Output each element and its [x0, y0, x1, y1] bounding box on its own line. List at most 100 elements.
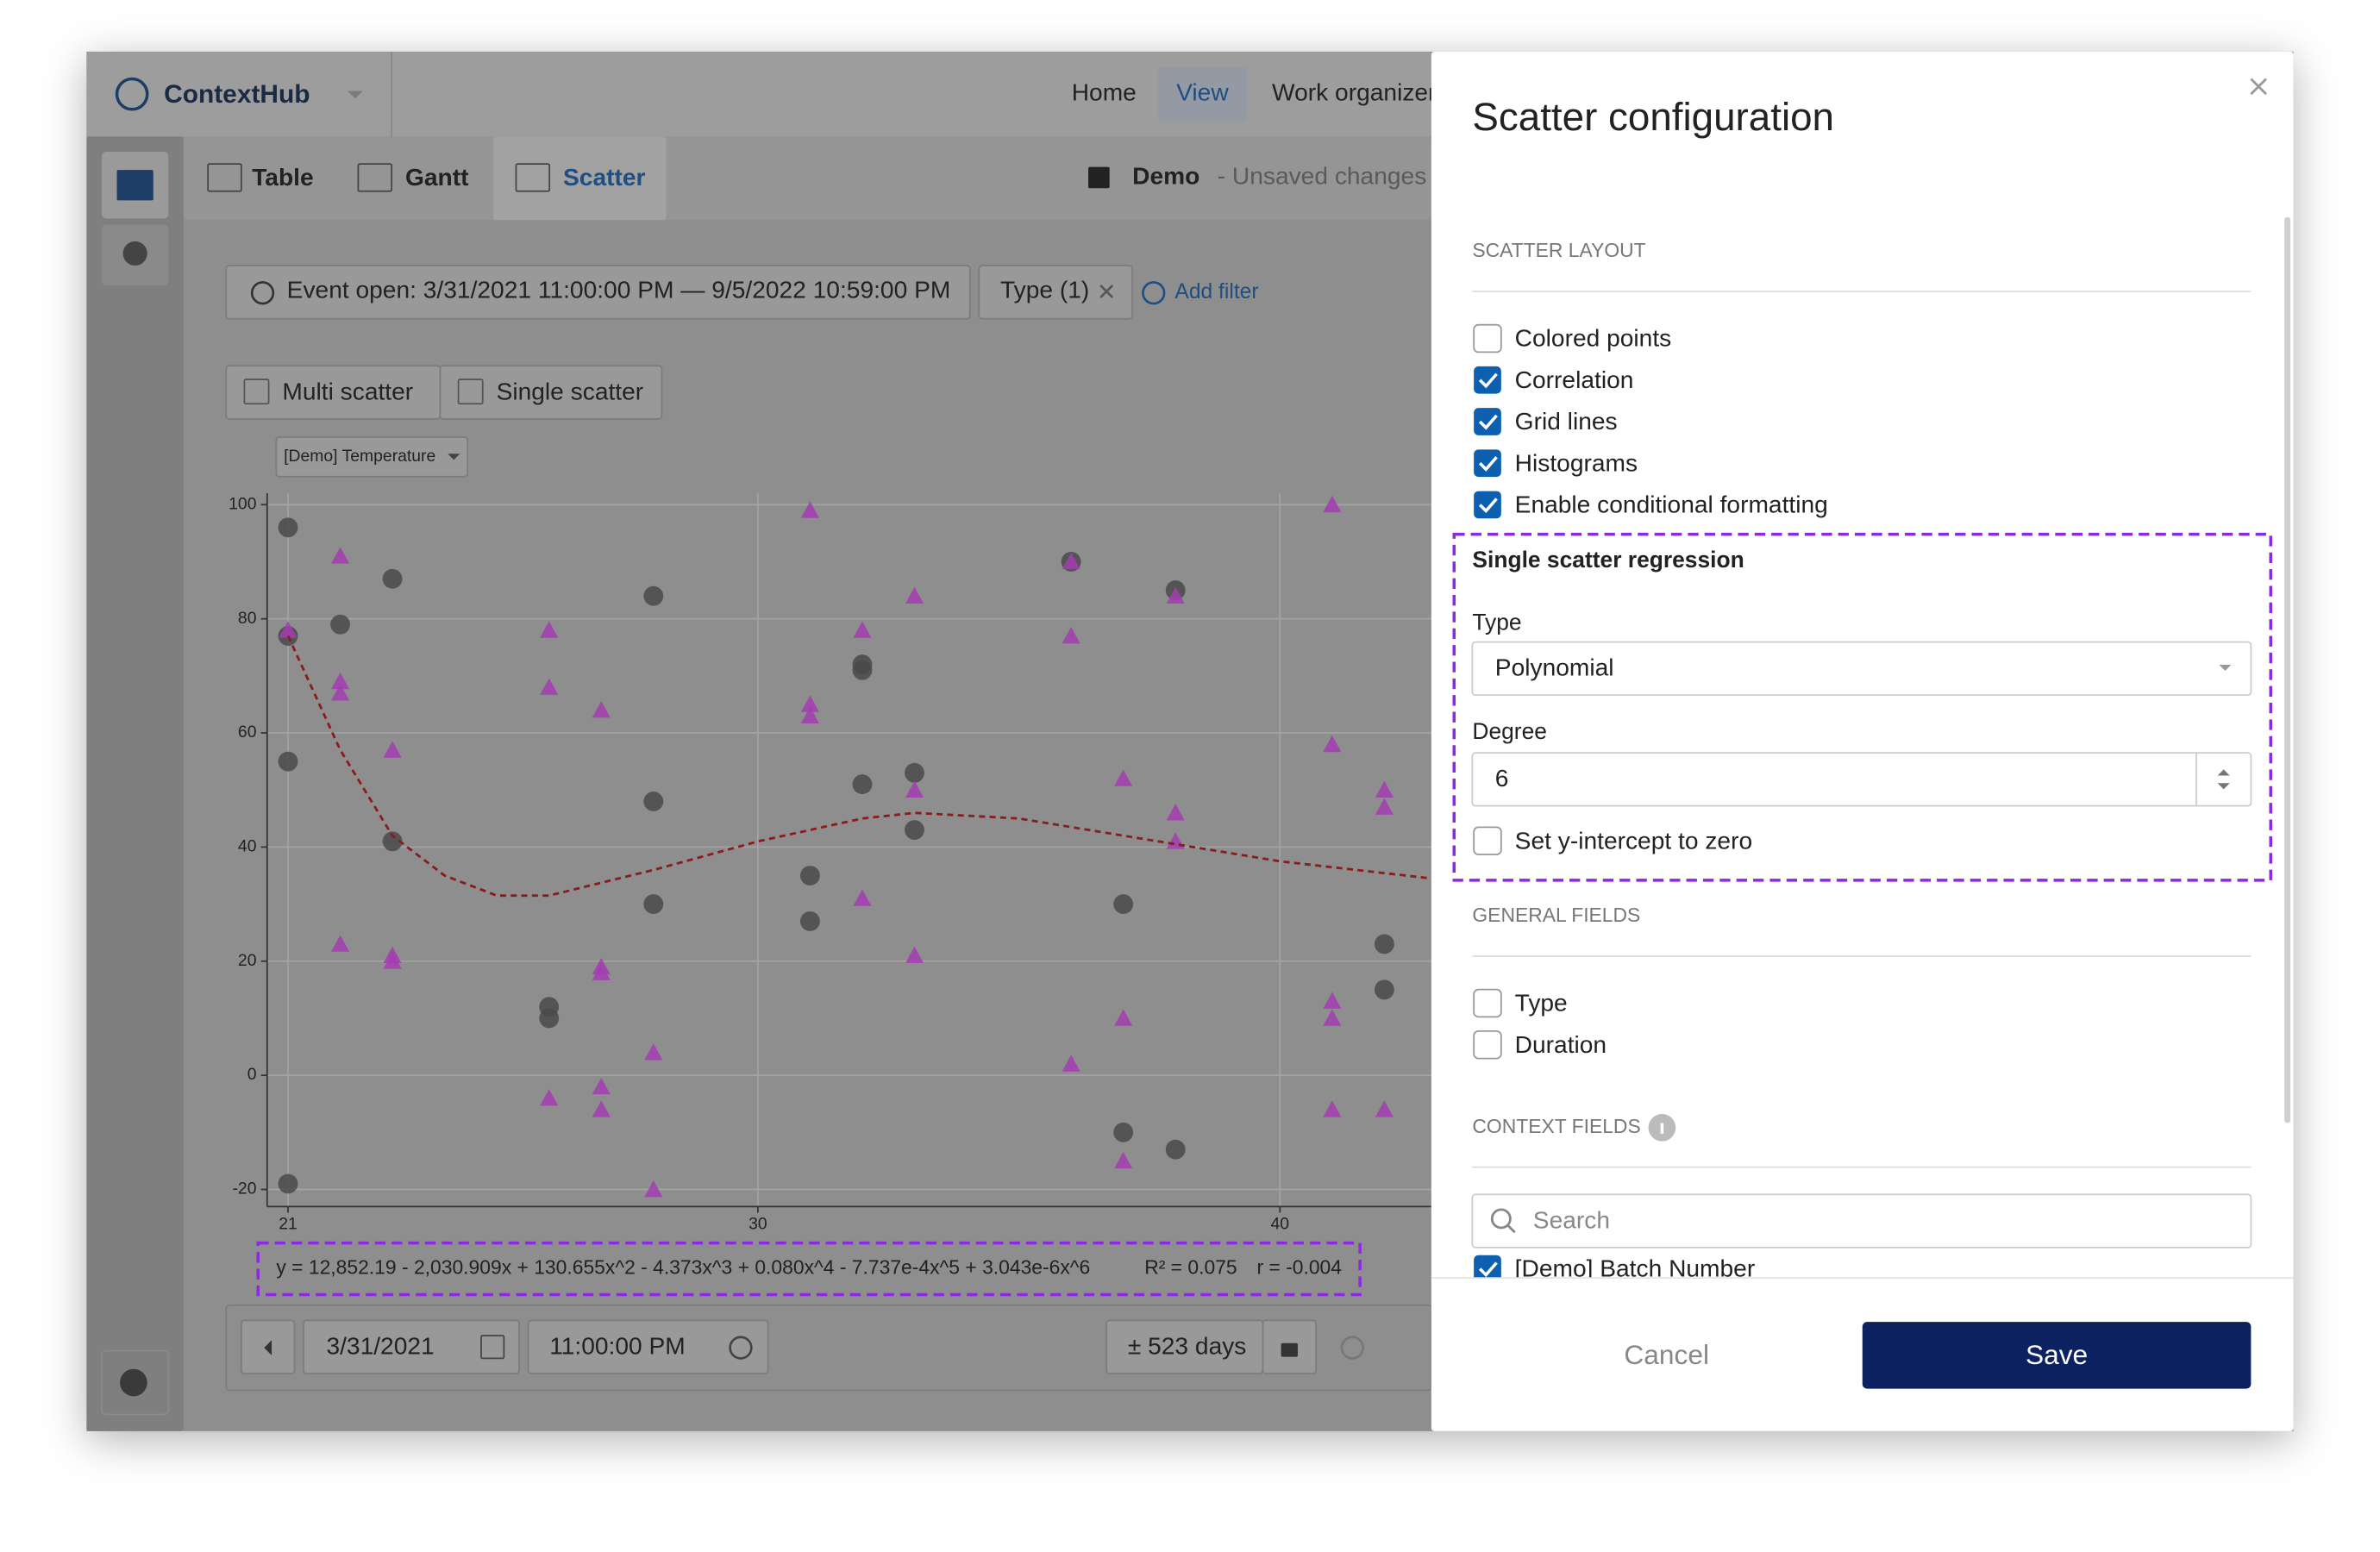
type-filter: Type (1) — [1000, 276, 1089, 303]
checkbox-label: Colored points — [1515, 325, 1672, 352]
point — [643, 585, 664, 606]
nav-item[interactable]: View — [1176, 79, 1229, 106]
mode-button[interactable] — [439, 365, 663, 420]
tab-icon — [515, 163, 551, 192]
point — [383, 741, 402, 758]
checkbox[interactable] — [1473, 1030, 1502, 1060]
checkbox[interactable] — [1474, 449, 1501, 478]
point — [1166, 586, 1185, 604]
checkbox[interactable] — [1474, 408, 1501, 435]
panel-scroll: SCATTER LAYOUT Colored points Correlation G… — [1452, 239, 2273, 1283]
checkmark — [1478, 498, 1498, 514]
filter-chip[interactable] — [225, 265, 971, 320]
point — [1323, 1100, 1342, 1117]
logo-icon — [115, 77, 149, 111]
point — [1166, 804, 1185, 821]
time-input[interactable] — [527, 1319, 769, 1374]
checkbox-label: Set y-intercept to zero — [1515, 827, 1752, 854]
point — [1374, 979, 1394, 1000]
x-tick-label: 40 — [1271, 1215, 1290, 1234]
type-select[interactable] — [1471, 641, 2252, 697]
logo: ContextHub — [164, 80, 310, 109]
checkbox[interactable] — [1474, 366, 1501, 394]
correlation: r = -0.004 — [1256, 1256, 1342, 1279]
point — [592, 701, 611, 718]
calendar-icon — [480, 1335, 505, 1360]
y-tick-label: 0 — [247, 1065, 257, 1084]
tab[interactable]: Table — [252, 164, 313, 191]
checkmark — [1478, 372, 1498, 389]
point — [382, 831, 403, 852]
checkbox-label: Histograms — [1515, 449, 1638, 476]
field-label: Type — [1472, 609, 1521, 635]
logo-menu-arrow[interactable] — [348, 91, 363, 99]
point — [1323, 735, 1342, 753]
point — [1062, 626, 1080, 644]
checkbox[interactable] — [1474, 1255, 1501, 1283]
remove-filter[interactable] — [1099, 284, 1114, 298]
variable-select[interactable] — [275, 436, 469, 478]
search-icon-handle — [1506, 1223, 1516, 1234]
variable: [Demo] Temperature — [284, 447, 435, 466]
degree-input[interactable] — [1471, 752, 2252, 807]
point — [278, 1173, 298, 1194]
mode-icon — [243, 379, 270, 405]
filter-text: Event open: 3/31/2021 11:00:00 PM — 9/5/… — [287, 276, 951, 303]
info-icon-bar — [1660, 1123, 1664, 1134]
mode-label[interactable]: Single scatter — [497, 378, 644, 404]
scrollbar[interactable] — [2284, 216, 2291, 1123]
point — [330, 684, 350, 701]
tab[interactable]: Scatter — [563, 164, 646, 191]
checkbox[interactable] — [1473, 826, 1502, 855]
settings-button[interactable] — [101, 1349, 170, 1416]
close-button[interactable] — [2250, 78, 2267, 96]
equation-highlight — [256, 1241, 1362, 1297]
field-label: Degree — [1472, 718, 1547, 744]
date-input[interactable] — [303, 1319, 520, 1374]
search-box[interactable] — [1471, 1193, 2252, 1248]
point — [800, 501, 819, 518]
point — [1323, 992, 1342, 1009]
lock-icon — [1281, 1342, 1298, 1357]
history-icon[interactable] — [1340, 1336, 1364, 1360]
point — [592, 1100, 611, 1117]
point — [643, 894, 664, 915]
point — [853, 889, 872, 906]
point — [905, 780, 924, 798]
save-icon — [1088, 166, 1110, 189]
spinner[interactable] — [2217, 769, 2230, 790]
app: ContextHub Home View Work organizer Table Gan… — [86, 51, 1436, 1431]
add-filter-icon — [1142, 281, 1166, 305]
point — [853, 621, 872, 638]
checkbox-label: Enable conditional formatting — [1515, 491, 1828, 518]
nav-item[interactable]: Home — [1072, 79, 1137, 106]
point — [1375, 798, 1394, 815]
type-value: Polynomial — [1495, 654, 1614, 681]
y-tick-label: 80 — [238, 609, 257, 628]
x-tick-label: 21 — [279, 1215, 298, 1234]
point — [905, 762, 924, 783]
point — [540, 1089, 559, 1106]
tab[interactable]: Gantt — [405, 164, 469, 191]
checkmark — [1478, 414, 1498, 430]
point — [800, 706, 819, 723]
nav-item[interactable]: Work organizer — [1272, 79, 1436, 106]
settings-icon[interactable] — [120, 1368, 147, 1397]
type-chip[interactable] — [978, 265, 1133, 320]
point — [330, 547, 350, 564]
search-icon — [1490, 1208, 1512, 1230]
checkbox-label: Grid lines — [1515, 408, 1618, 435]
cancel-button[interactable]: Cancel — [1624, 1339, 1709, 1370]
checkmark — [1478, 456, 1498, 472]
save-button[interactable] — [1862, 1322, 2252, 1389]
mode-label[interactable]: Multi scatter — [282, 378, 413, 404]
checkbox[interactable] — [1473, 323, 1502, 354]
checkbox[interactable] — [1473, 988, 1502, 1018]
checkbox[interactable] — [1474, 491, 1501, 519]
checkmark — [1478, 1261, 1498, 1278]
point — [1375, 1100, 1394, 1117]
panel-title: Scatter configuration — [1472, 95, 1834, 139]
point — [644, 1043, 663, 1061]
add-filter[interactable]: Add filter — [1174, 280, 1258, 304]
time-icon — [729, 1336, 753, 1360]
